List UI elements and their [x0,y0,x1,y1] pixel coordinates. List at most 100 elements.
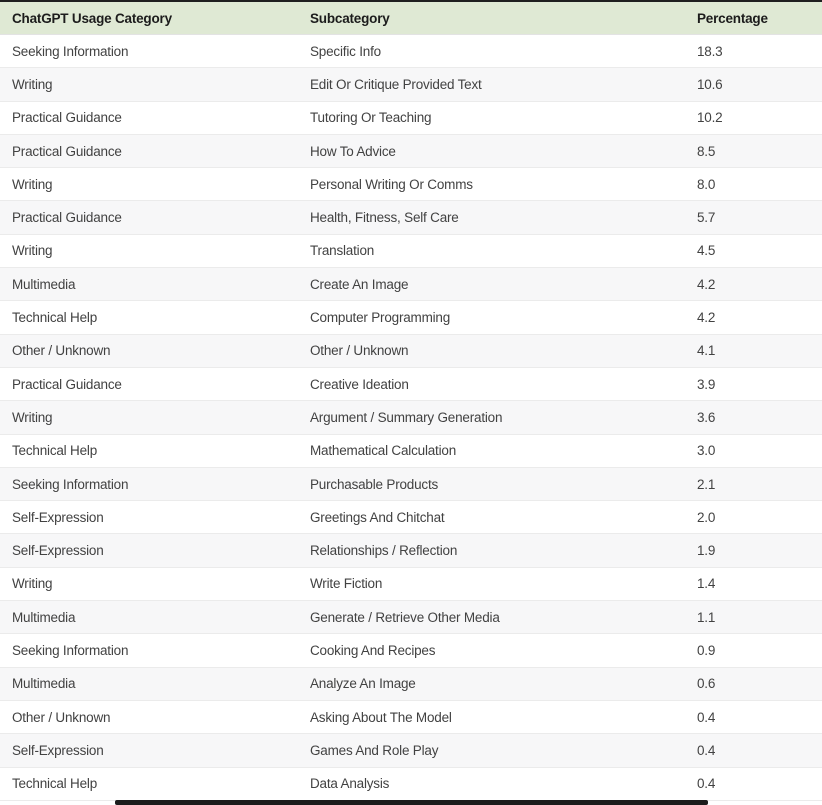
percentage-cell: 0.4 [697,742,716,758]
column-header-subcategory: Subcategory [310,10,390,26]
subcategory-cell: Computer Programming [310,310,451,326]
subcategory-cell: How To Advice [310,143,396,159]
table-row: Writing Write Fiction 1.4 [0,567,822,602]
subcategory-cell: Data Analysis [310,776,390,792]
category-cell: Practical Guidance [12,376,122,392]
percentage-cell: 0.4 [697,709,716,725]
subcategory-cell: Argument / Summary Generation [310,409,503,425]
percentage-cell: 0.6 [697,676,716,692]
percentage-cell: 2.0 [697,509,716,525]
percentage-cell: 18.3 [697,43,723,59]
subcategory-cell: Cooking And Recipes [310,642,436,658]
column-header-category: ChatGPT Usage Category [12,10,172,26]
percentage-cell: 4.1 [697,343,716,359]
category-cell: Self-Expression [12,742,104,758]
category-cell: Practical Guidance [12,143,122,159]
horizontal-scrollbar-thumb[interactable] [115,800,708,805]
percentage-cell: 1.4 [697,576,716,592]
table-row: Other / Unknown Other / Unknown 4.1 [0,334,822,368]
subcategory-cell: Greetings And Chitchat [310,509,445,525]
table-row: Practical Guidance Health, Fitness, Self… [0,201,822,235]
percentage-cell: 4.2 [697,276,716,292]
table-row: Technical Help Computer Programming 4.2 [0,301,822,335]
subcategory-cell: Translation [310,243,375,259]
table-row: Multimedia Generate / Retrieve Other Med… [0,601,822,635]
percentage-cell: 8.5 [697,143,716,159]
category-cell: Writing [12,576,53,592]
category-cell: Practical Guidance [12,210,122,226]
subcategory-cell: Tutoring Or Teaching [310,110,432,126]
subcategory-cell: Games And Role Play [310,742,439,758]
table-header-row: ChatGPT Usage Category Subcategory Perce… [0,2,822,35]
subcategory-cell: Other / Unknown [310,343,409,359]
column-header-percentage: Percentage [697,10,768,26]
subcategory-cell: Mathematical Calculation [310,443,457,459]
table-row: Writing Personal Writing Or Comms 8.0 [0,168,822,202]
category-cell: Other / Unknown [12,709,111,725]
subcategory-cell: Edit Or Critique Provided Text [310,76,482,92]
table-row: Technical Help Data Analysis 0.4 [0,767,822,801]
table-row: Writing Argument / Summary Generation 3.… [0,401,822,435]
subcategory-cell: Create An Image [310,276,409,292]
category-cell: Technical Help [12,443,97,459]
category-cell: Writing [12,76,53,92]
table-row: Self-Expression Games And Role Play 0.4 [0,734,822,768]
percentage-cell: 10.2 [697,110,723,126]
category-cell: Multimedia [12,676,76,692]
category-cell: Practical Guidance [12,110,122,126]
table-row: Writing Translation 4.5 [0,234,822,269]
subcategory-cell: Generate / Retrieve Other Media [310,609,500,625]
table-row: Other / Unknown Asking About The Model 0… [0,700,822,735]
subcategory-cell: Creative Ideation [310,376,409,392]
table-row: Seeking Information Purchasable Products… [0,467,822,502]
percentage-cell: 0.9 [697,642,716,658]
percentage-cell: 3.0 [697,443,716,459]
table-row: Writing Edit Or Critique Provided Text 1… [0,68,822,102]
category-cell: Other / Unknown [12,343,111,359]
percentage-cell: 1.1 [697,609,716,625]
subcategory-cell: Analyze An Image [310,676,416,692]
table-row: Technical Help Mathematical Calculation … [0,434,822,468]
percentage-cell: 10.6 [697,76,723,92]
table-row: Practical Guidance How To Advice 8.5 [0,134,822,169]
table-row: Self-Expression Greetings And Chitchat 2… [0,501,822,535]
percentage-cell: 8.0 [697,176,716,192]
subcategory-cell: Purchasable Products [310,476,439,492]
table-body: Seeking Information Specific Info 18.3 W… [0,35,822,801]
subcategory-cell: Personal Writing Or Comms [310,176,473,192]
category-cell: Seeking Information [12,476,129,492]
category-cell: Writing [12,176,53,192]
subcategory-cell: Write Fiction [310,576,383,592]
subcategory-cell: Asking About The Model [310,709,452,725]
percentage-cell: 4.5 [697,243,716,259]
table-row: Multimedia Create An Image 4.2 [0,268,822,302]
percentage-cell: 3.9 [697,376,716,392]
table-row: Practical Guidance Creative Ideation 3.9 [0,367,822,402]
subcategory-cell: Specific Info [310,43,381,59]
category-cell: Writing [12,243,53,259]
table-row: Seeking Information Specific Info 18.3 [0,35,822,69]
table-row: Multimedia Analyze An Image 0.6 [0,667,822,701]
percentage-cell: 2.1 [697,476,716,492]
percentage-cell: 0.4 [697,776,716,792]
category-cell: Writing [12,409,53,425]
category-cell: Seeking Information [12,642,129,658]
table-row: Practical Guidance Tutoring Or Teaching … [0,101,822,135]
table-row: Seeking Information Cooking And Recipes … [0,634,822,668]
category-cell: Self-Expression [12,543,104,559]
category-cell: Self-Expression [12,509,104,525]
percentage-cell: 3.6 [697,409,716,425]
category-cell: Multimedia [12,609,76,625]
subcategory-cell: Relationships / Reflection [310,543,458,559]
percentage-cell: 1.9 [697,543,716,559]
subcategory-cell: Health, Fitness, Self Care [310,210,459,226]
category-cell: Technical Help [12,776,97,792]
table-row: Self-Expression Relationships / Reflecti… [0,534,822,568]
percentage-cell: 5.7 [697,210,716,226]
category-cell: Multimedia [12,276,76,292]
category-cell: Seeking Information [12,43,129,59]
percentage-cell: 4.2 [697,310,716,326]
category-cell: Technical Help [12,310,97,326]
